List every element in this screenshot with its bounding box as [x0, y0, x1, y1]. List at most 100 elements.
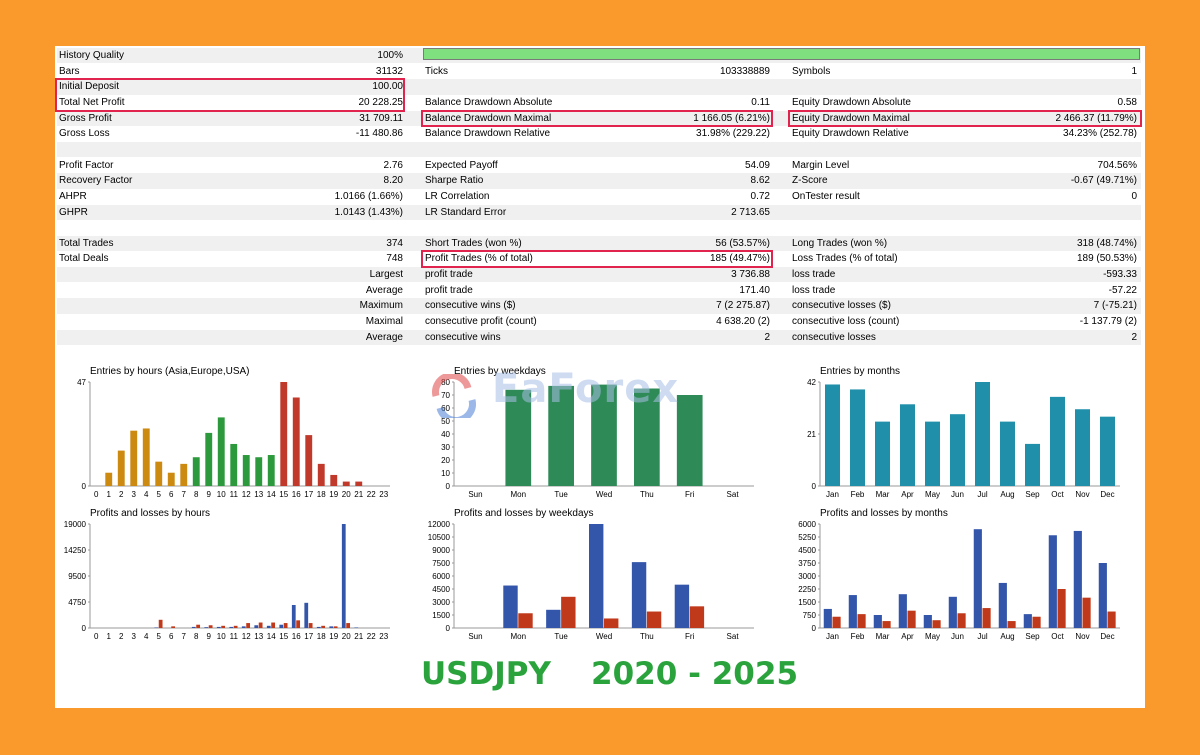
chart-bar: [355, 481, 363, 486]
stat-label: consecutive losses ($): [792, 300, 891, 312]
chart-bar: [1107, 611, 1116, 628]
stat-value: 2: [764, 331, 770, 343]
stat-value: 1.0143 (1.43%): [334, 206, 403, 218]
chart-svg: 12000 10500 9000 7500 6000 4500 3000 1500 0 Sun Mo…: [428, 520, 754, 641]
chart-bar: [208, 625, 213, 628]
chart-bar: [505, 389, 532, 486]
chart-bar: [982, 608, 991, 628]
stat-label: OnTester result: [792, 190, 860, 202]
stat-value: 1 166.05 (6.21%): [693, 112, 770, 124]
chart-pl-by-weekdays: 12000 10500 9000 7500 6000 4500 3000 1500 0 Sun Mo…: [419, 508, 769, 646]
chart-bar: [221, 625, 226, 628]
stat-value: Maximum: [359, 300, 403, 312]
stat-value: 374: [386, 237, 403, 249]
y-tick-label: 0: [82, 482, 87, 491]
chart-bar: [305, 435, 313, 486]
x-tick-label: 14: [267, 490, 276, 499]
chart-bar: [1048, 535, 1057, 628]
y-tick-label: 60: [441, 404, 450, 413]
stat-label: consecutive losses: [792, 331, 876, 343]
chart-bar: [900, 404, 915, 486]
stat-value: 20 228.25: [358, 96, 404, 108]
stat-label: LR Standard Error: [425, 206, 507, 218]
chart-bar: [548, 385, 574, 486]
chart-bar: [1050, 396, 1065, 486]
y-tick-label: 19000: [64, 520, 87, 529]
stat-label: GHPR: [59, 206, 88, 218]
y-tick-label: 50: [441, 417, 450, 426]
stat-label: Z-Score: [792, 175, 828, 187]
x-tick-label: Jun: [951, 632, 964, 641]
y-tick-label: 0: [82, 624, 87, 633]
x-tick-label: 3: [132, 632, 137, 641]
x-tick-label: 3: [132, 490, 137, 499]
x-tick-label: 9: [207, 490, 212, 499]
chart-entries-by-hours: 47 0 0 1 2 3 4 5 6 7 8 9 10 11 12 13 14 15 16 17 18 19 20 21 22 2…: [55, 366, 405, 504]
chart-bar: [898, 594, 907, 628]
x-tick-label: 6: [169, 490, 174, 499]
chart-bar: [204, 627, 209, 628]
x-tick-label: 4: [144, 490, 149, 499]
stats-row: Maximum consecutive wins ($) 7 (2 275.87) c…: [57, 298, 1141, 314]
x-tick-label: 18: [317, 490, 326, 499]
chart-bar: [246, 623, 251, 628]
x-tick-label: Sat: [727, 490, 740, 499]
x-tick-label: 18: [317, 632, 326, 641]
y-tick-label: 1500: [432, 611, 450, 620]
stat-value: -0.67 (49.71%): [1070, 175, 1137, 187]
chart-bar: [1023, 614, 1032, 628]
x-tick-label: Apr: [901, 632, 914, 641]
y-tick-label: 14250: [64, 546, 87, 555]
stat-label: Balance Drawdown Absolute: [425, 96, 553, 108]
chart-bar: [346, 623, 351, 628]
stat-label: LR Correlation: [425, 190, 490, 202]
chart-bar: [1007, 621, 1016, 628]
chart-axis: [453, 524, 754, 629]
chart-bar: [230, 443, 238, 486]
y-tick-label: 40: [441, 430, 450, 439]
x-tick-label: Jan: [826, 632, 839, 641]
chart-bar: [503, 585, 518, 628]
stat-value: 0.58: [1117, 96, 1137, 108]
stat-label: Long Trades (won %): [792, 237, 888, 249]
stat-label: Profit Factor: [59, 159, 114, 171]
chart-bar: [292, 397, 300, 486]
stat-value: 31132: [375, 65, 403, 77]
stat-value: 34.23% (252.78): [1063, 128, 1137, 140]
chart-bar: [155, 461, 163, 486]
history-quality-fill: [424, 49, 1139, 59]
stat-label: profit trade: [425, 284, 473, 296]
stat-label: loss trade: [792, 269, 836, 281]
stats-row: [57, 345, 1141, 360]
chart-bar: [591, 384, 617, 486]
x-tick-label: 8: [194, 490, 199, 499]
stats-row: [57, 141, 1141, 158]
stat-value: 3 736.88: [731, 269, 770, 281]
chart-title: Profits and losses by weekdays: [454, 508, 594, 519]
x-tick-label: 11: [230, 632, 239, 641]
x-tick-label: 11: [230, 490, 239, 499]
stat-value: 100.00: [372, 81, 403, 93]
chart-bar: [217, 417, 225, 486]
chart-bar: [689, 606, 705, 628]
chart-bar: [271, 622, 276, 628]
x-tick-label: 22: [367, 632, 376, 641]
stat-value: 0.11: [751, 96, 770, 108]
x-tick-label: Dec: [1100, 490, 1114, 499]
chart-bar: [975, 382, 990, 486]
x-tick-label: 12: [242, 490, 251, 499]
chart-bar: [875, 421, 890, 486]
chart-bar: [925, 421, 940, 486]
x-tick-label: Tue: [554, 490, 568, 499]
stat-value: 185 (49.47%): [709, 253, 770, 265]
chart-bar: [229, 626, 234, 628]
chart-bar: [321, 625, 326, 628]
stat-value: -593.33: [1103, 269, 1137, 281]
chart-bar: [258, 622, 263, 628]
chart-bar: [280, 382, 288, 486]
chart-bar: [676, 395, 703, 486]
stat-label: Gross Profit: [59, 112, 112, 124]
x-tick-label: Apr: [901, 490, 914, 499]
y-tick-label: 20: [441, 456, 450, 465]
chart-bar: [105, 472, 113, 486]
